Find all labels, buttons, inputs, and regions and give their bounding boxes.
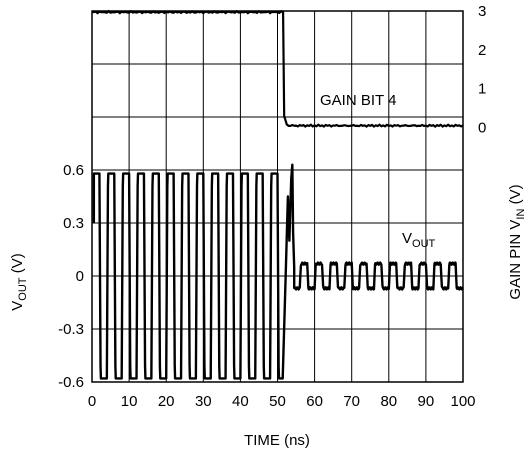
vout-annotation: VOUT [402,230,436,250]
gain-bit-annotation: GAIN BIT 4 [320,92,396,109]
y-left-tick-label: -0.3 [58,321,84,338]
y-right-tick-label: 1 [478,81,486,98]
x-tick-label: 70 [343,393,360,410]
x-tick-label: 40 [232,393,249,410]
y-right-tick-labels: 3 2 1 0 [478,3,486,137]
y-left-tick-labels: 0.6 0.3 0 -0.3 -0.6 [58,162,84,391]
y-left-tick-label: -0.6 [58,374,84,391]
x-tick-label: 50 [269,393,286,410]
y-left-tick-label: 0.3 [63,215,84,232]
x-tick-label: 10 [121,393,138,410]
y-left-tick-label: 0 [76,268,84,285]
series-vout [92,163,464,380]
y-right-tick-label: 2 [478,42,486,59]
y-right-tick-label: 0 [478,120,486,137]
plot-frame [91,10,464,383]
x-tick-label: 80 [380,393,397,410]
y-right-axis-label: GAIN PIN VIN (V) [507,184,527,299]
y-right-tick-label: 3 [478,3,486,20]
x-tick-labels: 0 10 20 30 40 50 60 70 80 90 100 [88,393,476,410]
y-left-tick-label: 0.6 [63,162,84,179]
series-layer [91,9,464,380]
x-tick-label: 100 [450,393,475,410]
frame [91,10,464,383]
y-left-axis-label: VOUT (V) [9,253,29,310]
x-tick-label: 60 [306,393,323,410]
x-tick-label: 90 [418,393,435,410]
x-tick-label: 0 [88,393,96,410]
x-tick-label: 20 [158,393,175,410]
series-gain-bit-4 [91,9,464,128]
x-tick-label: 30 [195,393,212,410]
x-axis-label: TIME (ns) [244,432,310,449]
